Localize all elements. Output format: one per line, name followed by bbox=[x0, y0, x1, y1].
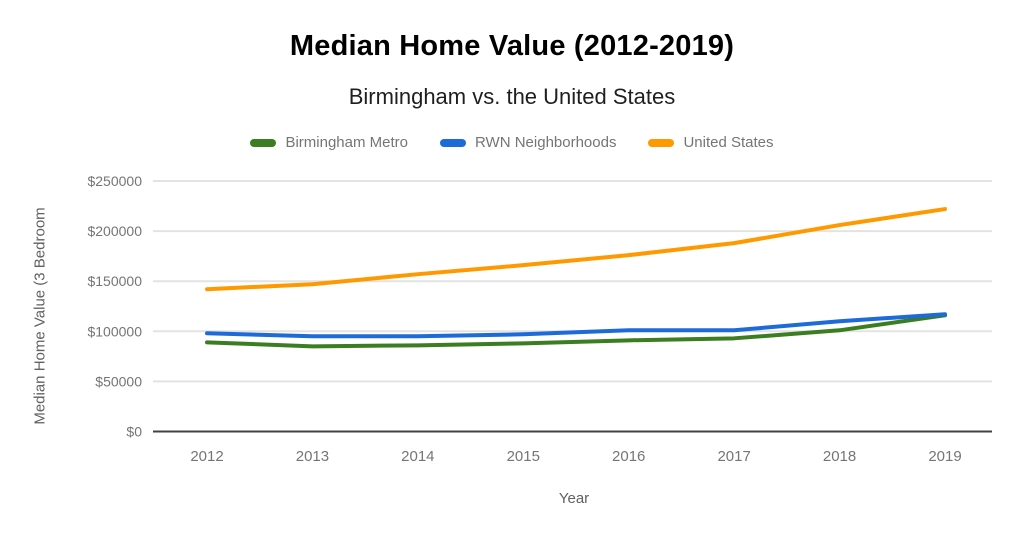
y-tick-label: $100000 bbox=[87, 323, 142, 339]
legend-label: United States bbox=[683, 134, 774, 151]
y-tick-label: $250000 bbox=[87, 173, 142, 189]
x-tick-label: 2015 bbox=[507, 448, 540, 465]
series-line-birmingham-metro bbox=[205, 313, 947, 349]
x-tick-label: 2014 bbox=[401, 448, 434, 465]
legend-label: RWN Neighborhoods bbox=[475, 134, 617, 151]
y-tick-label: $50000 bbox=[95, 373, 142, 389]
series-line-united-states bbox=[205, 207, 947, 292]
chart-legend: Birmingham Metro RWN Neighborhoods United … bbox=[0, 134, 1024, 151]
legend-item-rwn-neighborhoods: RWN Neighborhoods bbox=[440, 134, 616, 151]
chart-subtitle: Birmingham vs. the United States bbox=[348, 84, 676, 109]
y-tick-label: $150000 bbox=[87, 273, 142, 289]
legend-label: Birmingham Metro bbox=[285, 134, 408, 151]
y-tick-label: $200000 bbox=[87, 223, 142, 239]
x-tick-label: 2017 bbox=[717, 448, 750, 465]
x-tick-label: 2013 bbox=[296, 448, 329, 465]
x-tick-label: 2016 bbox=[612, 448, 645, 465]
legend-item-united-states: United States bbox=[648, 134, 774, 151]
series-line-rwn-neighborhoods bbox=[205, 312, 947, 339]
x-axis-title: Year bbox=[558, 490, 590, 507]
legend-swatch-united-states bbox=[648, 138, 675, 147]
x-tick-label: 2012 bbox=[190, 448, 223, 465]
x-tick-label: 2018 bbox=[823, 448, 856, 465]
legend-swatch-rwn-neighborhoods bbox=[440, 138, 466, 147]
legend-item-birmingham-metro: Birmingham Metro bbox=[250, 134, 408, 151]
y-tick-label: $0 bbox=[126, 424, 142, 440]
legend-swatch-birmingham-metro bbox=[250, 138, 277, 147]
x-tick-label: 2019 bbox=[928, 448, 961, 465]
chart-title: Median Home Value (2012-2019) bbox=[289, 30, 735, 62]
